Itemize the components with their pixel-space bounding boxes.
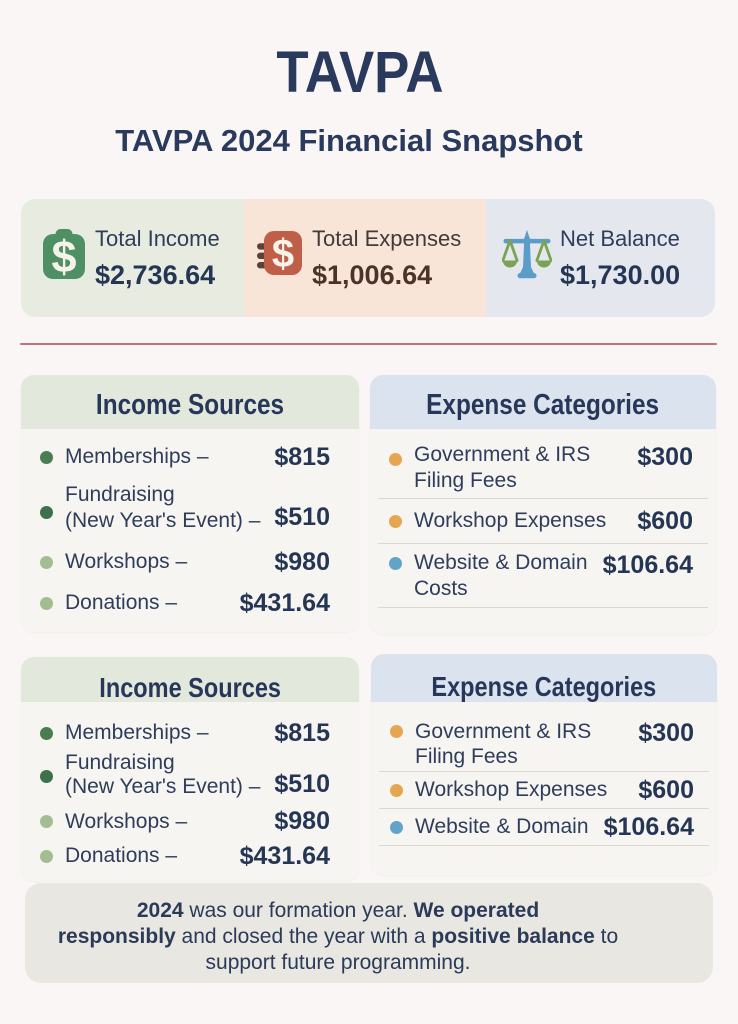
svg-text:$: $	[272, 232, 294, 275]
svg-text:$: $	[51, 231, 76, 279]
